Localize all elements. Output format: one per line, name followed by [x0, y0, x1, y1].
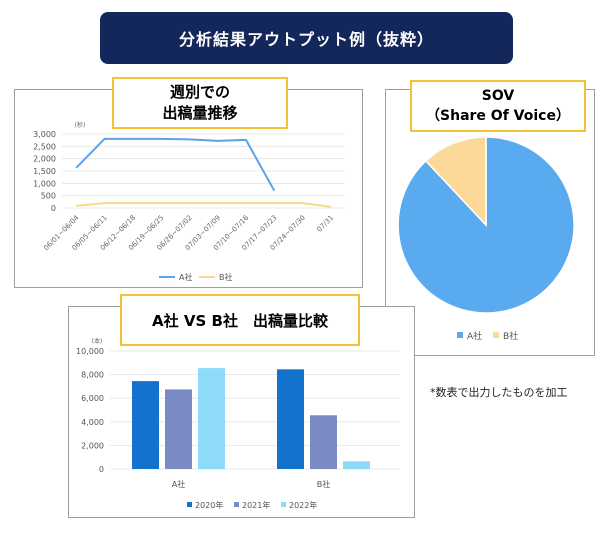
bar-legend-swatch: [281, 502, 286, 507]
pie-slice-b: [424, 136, 487, 227]
bar-a-2022年: [198, 368, 225, 469]
line-y-tick-label: 1,000: [33, 179, 56, 188]
pie-legend-label: A社: [467, 330, 482, 342]
line-legend-label: B社: [219, 272, 233, 282]
bar-legend-label: 2022年: [289, 500, 317, 510]
sov-title-line2: （Share Of Voice）: [426, 108, 570, 124]
compare-title: A社 VS B社 出稿量比較: [152, 311, 328, 330]
line-legend-label: A社: [179, 272, 192, 282]
weekly-title-line2: 出稿量推移: [162, 104, 238, 122]
line-y-tick-label: 0: [51, 204, 56, 213]
sov-chart-title: SOV （Share Of Voice）: [410, 80, 586, 132]
bar-b-2021年: [310, 415, 337, 469]
line-series-a: [75, 137, 276, 192]
bar-x-tick-label: B社: [317, 479, 331, 489]
bar-y-tick-label: 10,000: [76, 347, 104, 356]
bar-y-tick-label: 2,000: [81, 441, 104, 450]
pie-legend-label: B社: [503, 330, 518, 342]
line-y-tick-label: 3,000: [33, 130, 56, 139]
line-y-tick-label: 500: [41, 192, 56, 201]
bar-y-tick-label: 6,000: [81, 394, 104, 403]
bar-legend-swatch: [187, 502, 192, 507]
line-y-tick-label: 2,500: [33, 142, 56, 151]
weekly-chart-title: 週別での 出稿量推移: [112, 77, 288, 129]
bar-y-tick-label: 4,000: [81, 418, 104, 427]
bar-x-tick-label: A社: [172, 479, 185, 489]
bar-a-2021年: [165, 389, 192, 469]
line-y-tick-label: 2,000: [33, 155, 56, 164]
sov-title-line1: SOV: [481, 88, 515, 104]
bar-legend-label: 2021年: [242, 500, 270, 510]
line-y-axis-label: (秒): [75, 121, 86, 129]
bar-a-2020年: [132, 381, 159, 469]
line-x-tick-label: 07/31: [315, 214, 335, 234]
pie-legend-swatch: [457, 332, 463, 338]
footnote: *数表で出力したものを加工: [430, 386, 568, 399]
page-banner: 分析結果アウトプット例（抜粋）: [100, 12, 513, 64]
bar-y-tick-label: 0: [99, 465, 104, 474]
compare-chart-title: A社 VS B社 出稿量比較: [120, 294, 360, 346]
bar-b-2022年: [343, 461, 370, 469]
line-series-b: [76, 202, 332, 208]
bar-y-axis-label: (本): [92, 337, 103, 345]
bar-b-2020年: [277, 369, 304, 469]
bar-legend-swatch: [234, 502, 239, 507]
line-y-tick-label: 1,500: [33, 167, 56, 176]
banner-title: 分析結果アウトプット例（抜粋）: [178, 30, 434, 49]
bar-legend-label: 2020年: [195, 500, 223, 510]
bar-y-tick-label: 8,000: [81, 371, 104, 380]
weekly-title-line1: 週別での: [169, 83, 230, 101]
pie-legend-swatch: [493, 332, 499, 338]
